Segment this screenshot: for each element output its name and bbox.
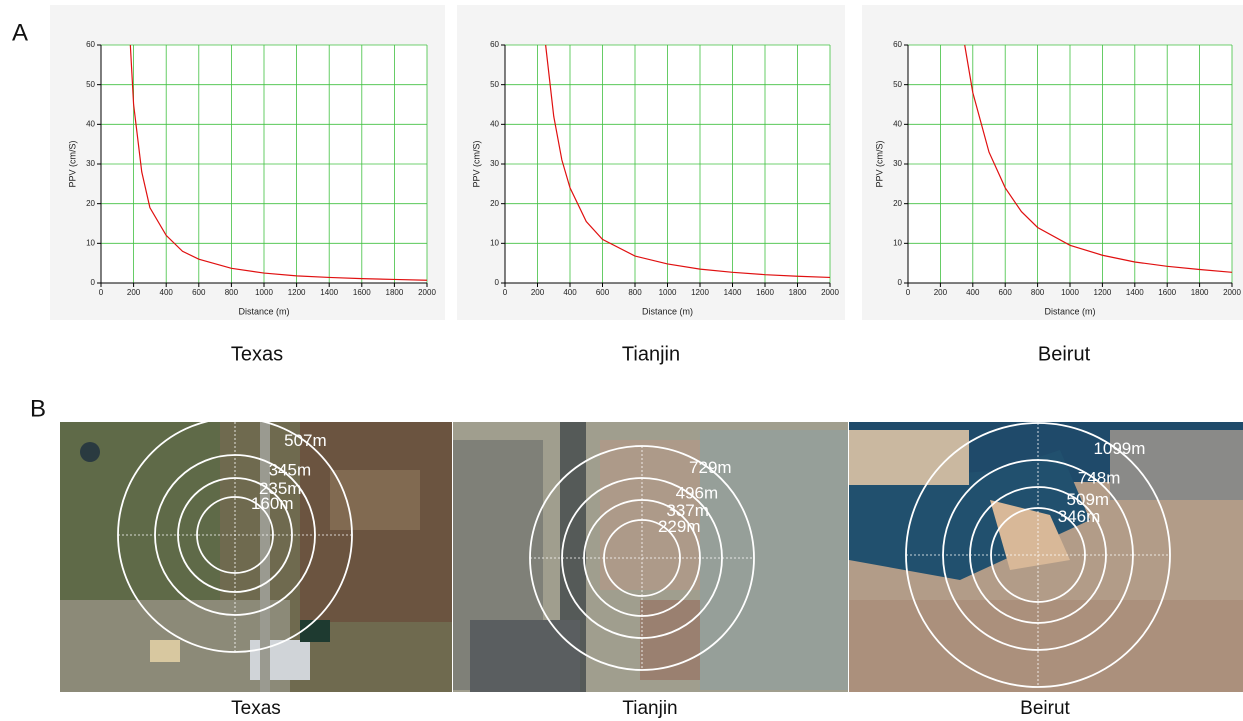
- y-tick-label: 60: [490, 40, 499, 49]
- x-tick-label: 1400: [724, 288, 742, 297]
- panel-label: A: [12, 19, 28, 46]
- x-tick-label: 1000: [255, 288, 273, 297]
- x-tick-label: 1000: [1061, 288, 1079, 297]
- x-tick-label: 200: [531, 288, 545, 297]
- x-tick-label: 800: [1031, 288, 1045, 297]
- y-tick-label: 10: [490, 238, 499, 247]
- x-tick-label: 400: [160, 288, 174, 297]
- x-tick-label: 600: [192, 288, 206, 297]
- y-tick-label: 20: [86, 199, 95, 208]
- x-axis-label: Distance (m): [238, 306, 289, 316]
- y-tick-label: 40: [893, 119, 902, 128]
- map-caption: Tianjin: [622, 698, 677, 719]
- y-tick-label: 50: [490, 80, 499, 89]
- chart-caption: Tianjin: [622, 343, 680, 365]
- x-tick-label: 600: [999, 288, 1013, 297]
- y-tick-label: 10: [86, 238, 95, 247]
- x-tick-label: 600: [596, 288, 610, 297]
- x-tick-label: 1800: [789, 288, 807, 297]
- y-tick-label: 40: [490, 119, 499, 128]
- ring-label: 748m: [1078, 468, 1121, 487]
- x-tick-label: 1000: [659, 288, 677, 297]
- y-tick-label: 0: [91, 278, 96, 287]
- y-tick-label: 40: [86, 119, 95, 128]
- x-tick-label: 0: [99, 288, 104, 297]
- ring-label: 507m: [284, 431, 327, 450]
- x-tick-label: 1600: [756, 288, 774, 297]
- ring-label: 1099m: [1093, 439, 1145, 458]
- y-axis-label: PPV (cm/S): [471, 140, 481, 187]
- x-tick-label: 200: [934, 288, 948, 297]
- ring-label: 160m: [251, 494, 294, 513]
- x-tick-label: 1800: [1191, 288, 1209, 297]
- y-axis-label: PPV (cm/S): [67, 140, 77, 187]
- x-tick-label: 2000: [1223, 288, 1241, 297]
- x-tick-label: 1800: [386, 288, 404, 297]
- y-tick-label: 20: [490, 199, 499, 208]
- ring-label: 346m: [1058, 507, 1101, 526]
- chart-caption: Beirut: [1038, 343, 1091, 365]
- x-axis-label: Distance (m): [1044, 306, 1095, 316]
- y-tick-label: 30: [490, 159, 499, 168]
- x-tick-label: 0: [906, 288, 911, 297]
- figure: A B 010203040506002004006008001000120014…: [0, 0, 1243, 721]
- map-image: [849, 422, 1243, 692]
- map-image: [60, 422, 452, 692]
- y-tick-label: 0: [495, 278, 500, 287]
- y-tick-label: 30: [86, 159, 95, 168]
- y-tick-label: 30: [893, 159, 902, 168]
- panel-label: B: [30, 395, 46, 422]
- x-tick-label: 0: [503, 288, 508, 297]
- x-tick-label: 200: [127, 288, 141, 297]
- x-tick-label: 1600: [353, 288, 371, 297]
- x-tick-label: 1400: [320, 288, 338, 297]
- y-axis-label: PPV (cm/S): [874, 140, 884, 187]
- y-tick-label: 50: [86, 80, 95, 89]
- map-caption: Texas: [231, 698, 281, 719]
- ring-label: 729m: [689, 458, 732, 477]
- x-tick-label: 1600: [1158, 288, 1176, 297]
- ring-label: 496m: [676, 483, 719, 502]
- chart-caption: Texas: [231, 343, 283, 365]
- x-tick-label: 1200: [1094, 288, 1112, 297]
- x-tick-label: 800: [225, 288, 239, 297]
- x-tick-label: 2000: [418, 288, 436, 297]
- x-tick-label: 1200: [288, 288, 306, 297]
- ring-label: 229m: [658, 517, 701, 536]
- y-tick-label: 60: [893, 40, 902, 49]
- y-tick-label: 60: [86, 40, 95, 49]
- x-tick-label: 400: [563, 288, 577, 297]
- ring-label: 345m: [269, 460, 312, 479]
- x-tick-label: 1400: [1126, 288, 1144, 297]
- x-axis-label: Distance (m): [642, 306, 693, 316]
- y-tick-label: 50: [893, 80, 902, 89]
- x-tick-label: 400: [966, 288, 980, 297]
- map-caption: Beirut: [1020, 698, 1070, 719]
- x-tick-label: 800: [628, 288, 642, 297]
- y-tick-label: 20: [893, 199, 902, 208]
- map-image: [453, 422, 848, 692]
- y-tick-label: 0: [898, 278, 903, 287]
- y-tick-label: 10: [893, 238, 902, 247]
- x-tick-label: 2000: [821, 288, 839, 297]
- x-tick-label: 1200: [691, 288, 709, 297]
